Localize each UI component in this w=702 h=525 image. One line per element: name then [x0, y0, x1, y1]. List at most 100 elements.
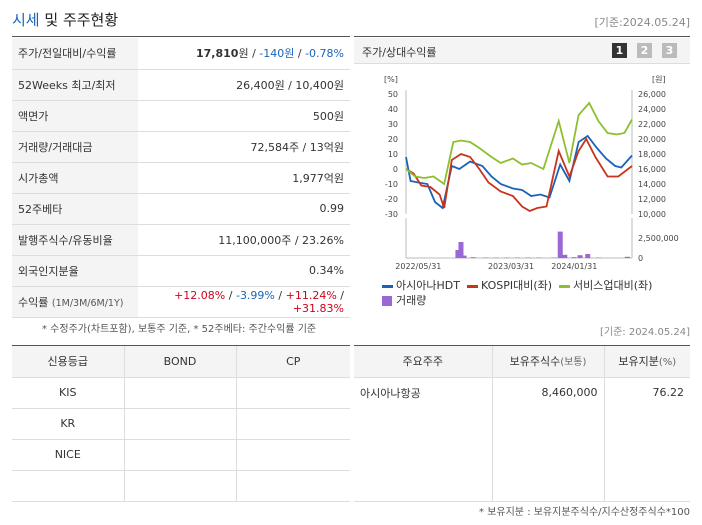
series-line-1 [405, 134, 633, 210]
volume-tick-label: 2,500,000 [638, 234, 679, 243]
summary-value: 72,584주 / 13억원 [138, 131, 350, 163]
right-axis-unit: [원] [652, 75, 666, 84]
legend-label: 거래량 [396, 294, 427, 307]
holder-shares [492, 408, 605, 439]
x-axis: 2022/05/31 2023/03/31 2024/01/31 [395, 262, 597, 271]
chart-header: 주가/상대수익률 1 2 3 [354, 38, 690, 64]
summary-row: 주가/전일대비/수익률 17,810원 / -140원 / -0.78% [12, 38, 350, 70]
table-row [12, 470, 350, 502]
volume-bar [585, 254, 591, 258]
summary-table: 주가/전일대비/수익률 17,810원 / -140원 / -0.78% 52W… [12, 38, 350, 318]
title-main: 시세 [12, 11, 40, 29]
summary-row: 52주베타 0.99 [12, 193, 350, 225]
summary-row: 52Weeks 최고/최저 26,400원 / 10,400원 [12, 69, 350, 101]
holder-pct [604, 408, 690, 439]
page-button-1[interactable]: 1 [612, 43, 627, 58]
summary-value: 1,977억원 [138, 162, 350, 194]
cp-cell [236, 377, 350, 409]
legend-swatch [382, 284, 393, 288]
right-axis: [원] 26,000 24,000 22,000 20,000 18,000 16,000 1… [631, 75, 666, 219]
legend-item-service: 서비스업대비(좌) [559, 279, 652, 292]
footnote-right: * 보유지분 : 보유지분주식수/지수산정주식수*100 [479, 507, 690, 518]
volume-bar [458, 242, 464, 258]
cp-cell [236, 408, 350, 440]
col-header-main: 보유주식수 [509, 355, 561, 369]
divider [354, 345, 690, 346]
right-tick-label: 12,000 [638, 195, 666, 204]
title-rest: 및 주주현황 [39, 11, 119, 29]
right-tick-label: 18,000 [638, 150, 666, 159]
col-header-sub: (보통) [560, 357, 587, 369]
series-line-2 [405, 137, 633, 212]
table-row: KIS [12, 377, 350, 409]
sep: / [278, 288, 283, 302]
return-3m: -3.99% [235, 288, 275, 302]
x-tick-label: 2023/03/31 [488, 262, 534, 271]
col-header: CP [236, 346, 350, 378]
holder-name [354, 408, 493, 439]
left-tick-label: 10 [388, 150, 398, 159]
col-header: 보유주식수(보통) [492, 346, 605, 378]
chart-title: 주가/상대수익률 [362, 46, 437, 59]
bond-cell [124, 439, 237, 471]
holder-shares [492, 439, 605, 470]
col-header-sub: (%) [658, 357, 677, 369]
summary-key: 시가총액 [12, 162, 138, 194]
legend-item-kospi: KOSPI대비(좌) [466, 279, 552, 292]
holder-name [354, 439, 493, 470]
table-row: NICE [12, 439, 350, 471]
summary-value: 500원 [138, 100, 350, 132]
holder-base-date: [기준: 2024.05.24] [599, 327, 690, 338]
left-tick-label: 30 [388, 120, 398, 129]
chart-legend: 아시아나HDT KOSPI대비(좌) 서비스업대비(좌) [382, 277, 652, 293]
return-1y: +31.83% [292, 301, 344, 315]
holder-pct [604, 470, 690, 502]
holder-pct [604, 439, 690, 470]
legend-item-volume: 거래량 [382, 292, 426, 308]
table-row: 아시아나항공 8,460,000 76.22 [354, 377, 690, 408]
legend-swatch [382, 296, 392, 306]
volume-bar [571, 257, 577, 258]
table-header-row: 주요주주 보유주식수(보통) 보유지분(%) [354, 346, 690, 378]
right-tick-label: 10,000 [638, 210, 666, 219]
summary-row: 액면가 500원 [12, 100, 350, 132]
base-date: [기준:2024.05.24] [594, 16, 690, 29]
summary-key: 52주베타 [12, 193, 138, 225]
page-title: 시세 및 주주현황 [12, 9, 118, 30]
sep: / [248, 47, 260, 61]
stock-chart: [%] 50 40 30 20 10 0 -10 -20 -30 [원] 26,000 24,000 2… [384, 75, 679, 271]
holder-pct: 76.22 [652, 386, 685, 400]
left-tick-label: -30 [385, 210, 398, 219]
legend-swatch [466, 284, 478, 288]
summary-value: 11,100,000주 / 23.26% [138, 224, 350, 256]
summary-row: 수익률 (1M/3M/6M/1Y) +12.08% / -3.99% / +11… [12, 286, 350, 318]
divider [12, 36, 350, 37]
left-tick-label: -20 [385, 195, 398, 204]
returns-sub: (1M/3M/6M/1Y) [51, 297, 124, 309]
cp-cell [236, 470, 350, 502]
x-tick-label: 2024/01/31 [551, 262, 597, 271]
page-button-2[interactable]: 2 [637, 43, 652, 58]
legend-item-asiana: 아시아나HDT [382, 279, 460, 292]
bond-cell [124, 470, 237, 502]
table-header-row: 신용등급 BOND CP [12, 346, 350, 378]
volume-bars [455, 231, 630, 258]
summary-key: 거래량/거래대금 [12, 131, 138, 163]
volume-bar [470, 257, 476, 258]
summary-value: 26,400원 / 10,400원 [138, 69, 350, 101]
table-row [354, 408, 690, 439]
credit-rating-table: 신용등급 BOND CP KIS KR NICE [12, 346, 350, 502]
volume-bar [624, 256, 630, 258]
right-tick-label: 20,000 [638, 135, 666, 144]
holder-shares: 8,460,000 [492, 377, 605, 408]
page-button-3[interactable]: 3 [662, 43, 677, 58]
returns-label: 수익률 [18, 295, 49, 309]
divider [12, 345, 350, 346]
volume-bar [562, 254, 568, 258]
summary-key: 수익률 (1M/3M/6M/1Y) [12, 286, 138, 318]
bond-cell [124, 377, 237, 409]
rate: -0.78% [305, 47, 344, 61]
col-header: 신용등급 [12, 346, 125, 378]
volume-bar [461, 255, 467, 258]
holder-shares [492, 470, 605, 502]
